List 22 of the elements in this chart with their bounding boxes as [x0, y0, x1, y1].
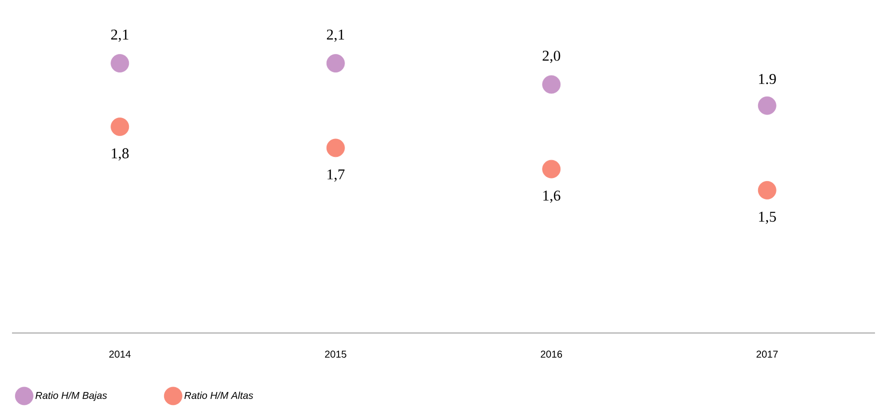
point	[758, 181, 776, 200]
legend-label: Ratio H/M Bajas	[35, 392, 107, 401]
data-label: 2,0	[542, 50, 560, 63]
point	[542, 75, 561, 94]
legend-label: Ratio H/M Altas	[184, 392, 254, 399]
point	[326, 54, 345, 72]
point	[110, 118, 130, 136]
data-label: 1,7	[328, 169, 345, 182]
data-label: 1,8	[112, 148, 129, 161]
data-label: 1,5	[759, 212, 776, 224]
data-label: 2,1	[326, 30, 344, 42]
point	[110, 54, 130, 72]
point	[758, 96, 776, 115]
x-tick-label: 2016	[540, 350, 562, 358]
x-tick-label: 2017	[756, 350, 778, 358]
data-label: 1.9	[759, 74, 776, 84]
data-label: 2,1	[111, 30, 128, 42]
data-label: 1,6	[543, 190, 560, 203]
x-tick-label: 2014	[109, 350, 131, 358]
x-tick-label: 2015	[325, 350, 346, 358]
point	[326, 138, 345, 158]
point	[542, 160, 561, 178]
